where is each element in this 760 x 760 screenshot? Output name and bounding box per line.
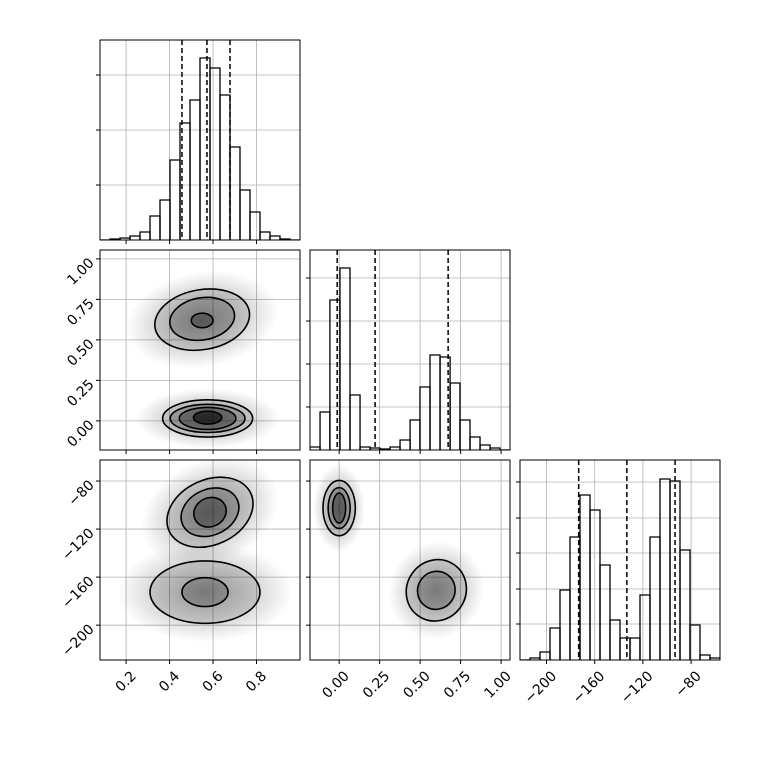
x-tick-label: 0.4 [156,668,183,695]
histogram-bin [329,299,341,450]
histogram-bin [399,439,411,450]
panel [96,39,301,244]
contour-level [331,492,347,524]
contour-level [169,296,236,342]
contour-level [180,487,240,538]
x-tick-label: 0.50 [400,668,433,701]
plot-area [520,460,720,660]
histogram-bin [139,231,151,240]
x-tick-label: −200 [522,668,561,707]
histogram-bin [229,146,241,240]
plot-area [310,250,510,450]
histogram-bin [699,654,711,660]
histogram-bin [559,589,571,660]
histogram-bin [169,159,181,240]
histogram-bin [469,436,481,450]
histogram-bin [449,382,461,450]
x-tick-label: −160 [570,668,609,707]
histogram-bin [409,419,421,450]
histogram-bin [709,657,720,660]
x-tick-label: 0.8 [243,668,270,695]
panel-frame [99,459,301,661]
histogram-bin [479,444,491,450]
contour-level [416,570,456,611]
panel-frame [309,459,511,661]
plot-area [100,250,300,450]
histogram-bin [219,94,231,240]
histogram-bin [599,564,611,660]
histogram-bin [489,447,501,450]
y-tick-label: −80 [65,477,97,509]
histogram-bin [639,594,651,660]
histogram-bin [669,480,681,660]
y-tick-label: −120 [59,525,98,564]
point-cloud [388,541,485,640]
panel: −200 −160 −120 −80 [516,459,721,707]
contour-level [149,560,261,625]
x-tick-label: 0.00 [319,668,352,701]
histogram-bin [129,235,141,240]
histogram-bin [189,99,201,240]
histogram-bin [259,231,271,240]
plot-area [310,460,510,660]
histogram-bin [209,67,221,240]
panel-frame [99,39,301,241]
panel-frame [99,249,301,451]
y-tick-label: 0.25 [64,377,97,410]
histogram-bin [629,637,641,660]
histogram-bin [319,411,331,450]
histogram-bin [269,235,281,240]
y-tick-label: 0.75 [64,296,97,329]
y-tick-label: 0.00 [64,417,97,450]
histogram-bin [159,199,171,240]
histogram-bin [149,215,161,240]
histogram-bin [199,57,211,240]
y-tick-label: 1.00 [64,255,97,288]
histogram-bin [659,478,671,660]
histogram-bin [419,386,431,450]
contour-level [405,558,468,622]
histogram-bin [689,624,701,660]
histogram-bin [459,419,471,450]
histogram-bin [609,619,621,660]
point-cloud [117,542,293,643]
point-cloud [313,463,366,553]
y-tick-label: −160 [59,573,98,612]
x-tick-label: 0.75 [441,668,474,701]
histogram-bin [679,549,691,660]
contour-level [193,496,227,528]
panel: 0.2 0.4 0.6 0.8 −80 −120 −160 −200 [59,459,301,695]
x-tick-label: 0.25 [360,668,393,701]
histogram-bin [239,189,251,240]
x-tick-label: 0.6 [200,668,227,695]
histogram-bin [649,536,661,660]
x-tick-label: −80 [672,668,704,700]
panel-frame [309,249,511,451]
histogram-bin [429,354,441,450]
histogram-bin [579,494,591,660]
histogram-bin [539,651,551,660]
panel: 0.00 0.25 0.50 0.75 1.00 [64,249,301,454]
y-tick-label: −200 [59,622,98,661]
contour-level [192,410,223,425]
histogram-bin [349,394,361,450]
x-tick-label: −120 [618,668,657,707]
histogram-bin [339,267,351,450]
point-cloud [126,270,278,369]
x-tick-label: 0.2 [113,668,140,695]
contour-level [190,312,214,329]
plot-area [100,40,300,240]
contour-level [181,576,229,608]
panel-frame [519,459,721,661]
y-tick-label: 0.50 [64,336,97,369]
histogram-bin [619,637,631,660]
histogram-bin [549,627,561,660]
histogram-bin [249,211,261,240]
plot-area [100,460,300,660]
contour-level [166,476,254,549]
panel [306,249,511,454]
x-tick-label: 1.00 [481,668,514,701]
